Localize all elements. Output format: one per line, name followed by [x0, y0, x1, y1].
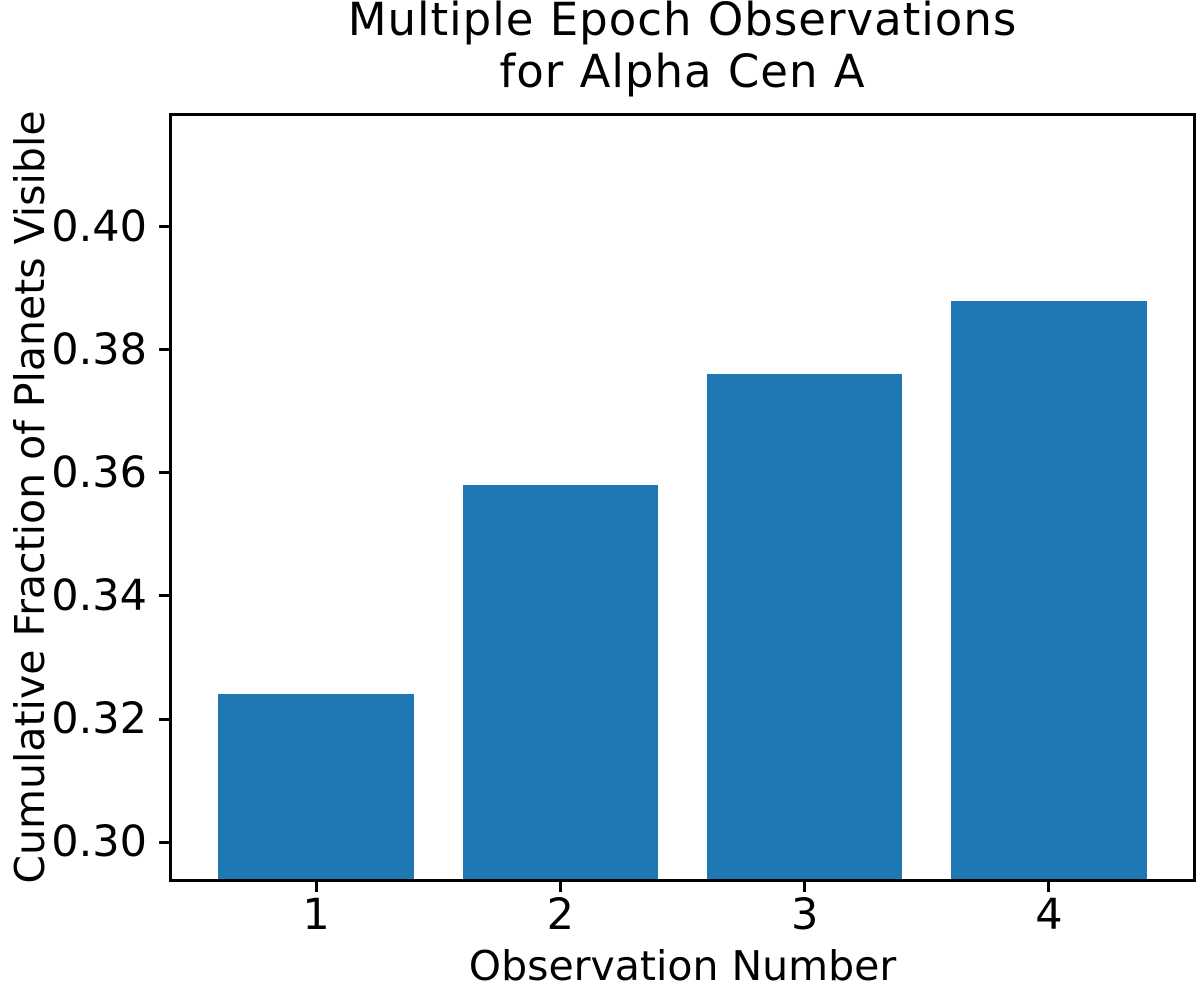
bar-observation-4	[951, 300, 1147, 879]
x-tick-mark	[314, 879, 318, 892]
plot-area	[172, 116, 1193, 879]
y-tick-mark	[159, 225, 172, 229]
x-tick-label: 3	[790, 890, 819, 940]
y-tick-mark	[159, 840, 172, 844]
bar-observation-1	[218, 694, 414, 879]
x-tick-mark	[558, 879, 562, 892]
y-tick-label: 0.34	[51, 570, 147, 621]
y-tick-label: 0.38	[51, 324, 147, 375]
x-tick-label: 2	[546, 890, 575, 940]
x-tick-mark	[1047, 879, 1051, 892]
x-tick-label: 4	[1035, 890, 1063, 940]
x-tick-label: 1	[302, 890, 330, 940]
bar-observation-3	[706, 374, 903, 879]
y-tick-mark	[159, 348, 172, 352]
bar-observation-2	[462, 485, 659, 879]
y-tick-mark	[159, 471, 172, 475]
y-tick-label: 0.36	[51, 447, 147, 498]
chart-title: Multiple Epoch Observations for Alpha Ce…	[347, 0, 1018, 98]
y-tick-mark	[159, 717, 172, 721]
y-tick-mark	[159, 594, 172, 598]
x-tick-mark	[803, 879, 807, 892]
y-tick-label: 0.32	[51, 694, 147, 745]
x-axis-label: Observation Number	[468, 942, 897, 990]
y-tick-label: 0.30	[51, 817, 147, 868]
plot-frame	[169, 113, 1196, 882]
y-tick-label: 0.40	[51, 201, 147, 252]
